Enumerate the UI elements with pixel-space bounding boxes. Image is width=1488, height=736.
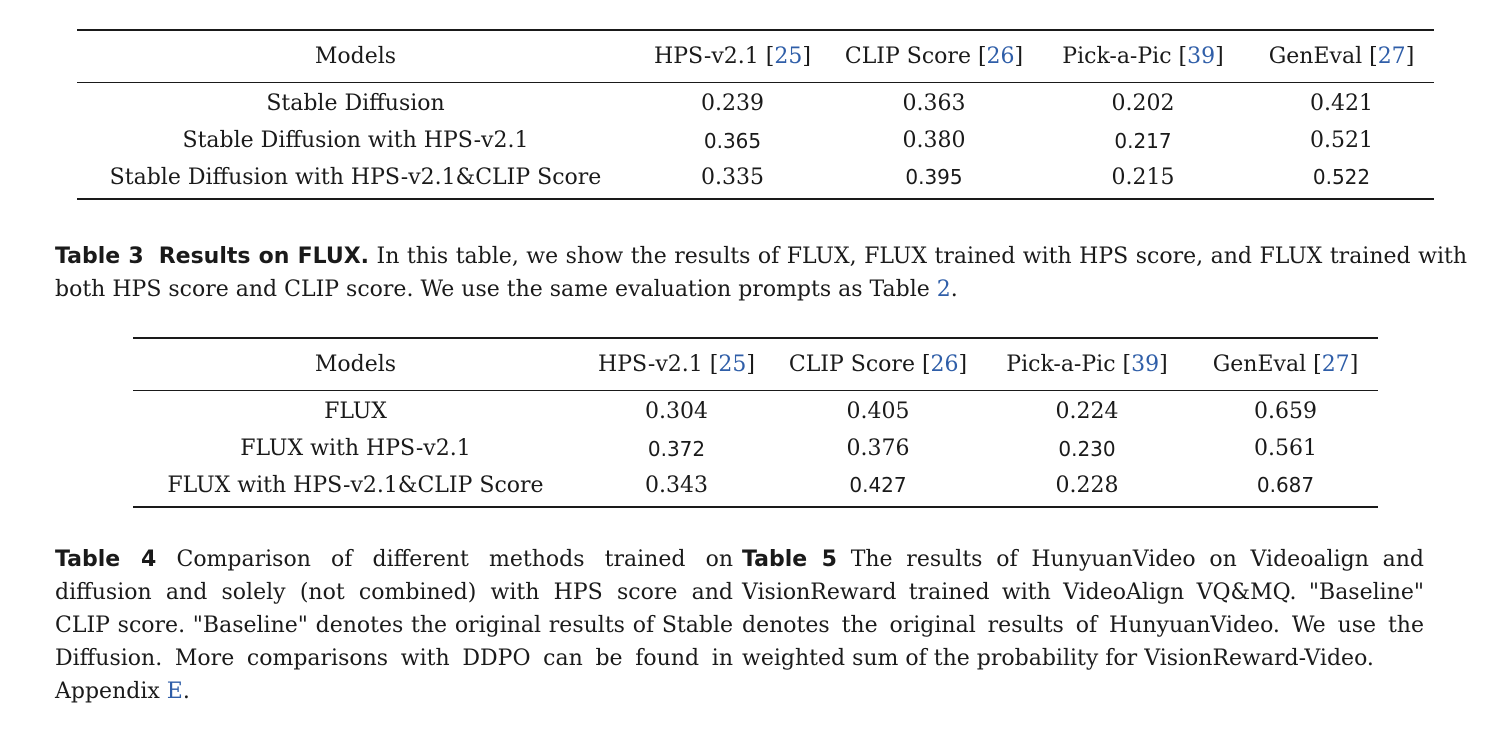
header-hps: HPS-v2.1 [25] (578, 338, 775, 391)
table-row: Stable Diffusion with HPS-v2.1 0.365 0.3… (77, 121, 1434, 160)
header-pick-a-pic: Pick-a-Pic [39] (981, 338, 1193, 391)
citation-link[interactable]: 25 (718, 351, 747, 377)
table-row: FLUX with HPS-v2.1&CLIP Score 0.343 0.42… (133, 468, 1378, 507)
results-table-stable-diffusion: Models HPS-v2.1 [25] CLIP Score [26] Pic… (77, 29, 1434, 200)
pick-value: 0.224 (1055, 399, 1119, 425)
table-3-caption: Table 3 Results on FLUX. In this table, … (55, 244, 1467, 302)
hps-value: 0.239 (701, 91, 764, 117)
table-row: Stable Diffusion 0.239 0.363 0.202 0.421 (77, 82, 1434, 121)
table-header-row: Models HPS-v2.1 [25] CLIP Score [26] Pic… (133, 338, 1378, 391)
citation-link[interactable]: 27 (1377, 43, 1406, 69)
header-models: Models (133, 338, 578, 391)
pick-value: 0.215 (1111, 164, 1175, 190)
geneval-value: 0.659 (1254, 399, 1317, 425)
pick-value: 0.202 (1111, 91, 1175, 117)
pick-value: 0.228 (1055, 472, 1119, 498)
table-row: FLUX 0.304 0.405 0.224 0.659 (133, 390, 1378, 429)
hps-value-best: 0.372 (647, 436, 706, 461)
hps-value: 0.343 (645, 472, 708, 498)
clip-value: 0.405 (846, 399, 910, 425)
header-pick-a-pic: Pick-a-Pic [39] (1037, 30, 1249, 83)
table-row: FLUX with HPS-v2.1 0.372 0.376 0.230 0.5… (133, 429, 1378, 468)
geneval-value: 0.421 (1310, 91, 1373, 117)
caption-label: Table 4 (55, 547, 157, 572)
table-row: Stable Diffusion with HPS-v2.1&CLIP Scor… (77, 160, 1434, 199)
caption-label: Table 5 (742, 547, 837, 572)
model-name: Stable Diffusion (266, 91, 445, 117)
caption-label: Table 3 (55, 244, 144, 269)
citation-link[interactable]: 39 (1131, 351, 1160, 377)
clip-value: 0.376 (846, 436, 910, 461)
header-clip-score: CLIP Score [26] (831, 30, 1037, 83)
hps-value: 0.304 (645, 399, 708, 425)
caption-text: In this table, we show the results of FL… (55, 244, 1467, 302)
results-table-flux: Models HPS-v2.1 [25] CLIP Score [26] Pic… (133, 337, 1378, 508)
clip-value-best: 0.427 (849, 473, 907, 497)
clip-value: 0.380 (902, 128, 966, 153)
geneval-value-best: 0.522 (1312, 165, 1371, 189)
appendix-reference-link[interactable]: E (166, 679, 183, 704)
citation-link[interactable]: 27 (1321, 351, 1350, 377)
table-4-caption: Table 4 Comparison of different methods … (55, 547, 733, 704)
pick-value-best: 0.217 (1114, 128, 1172, 153)
pick-value-best: 0.230 (1058, 436, 1116, 461)
header-geneval: GenEval [27] (1249, 30, 1434, 83)
caption-text: The results of HunyuanVideo on Videoalig… (742, 547, 1424, 671)
geneval-value: 0.561 (1254, 436, 1317, 461)
citation-link[interactable]: 26 (930, 351, 959, 377)
table-5-caption: Table 5 The results of HunyuanVideo on V… (742, 543, 1424, 675)
caption-text: Comparison of different methods trained … (55, 547, 733, 704)
citation-link[interactable]: 26 (986, 43, 1015, 69)
header-clip-score: CLIP Score [26] (775, 338, 981, 391)
citation-link[interactable]: 25 (774, 43, 803, 69)
model-name: FLUX with HPS-v2.1&CLIP Score (167, 472, 544, 498)
clip-value: 0.363 (902, 91, 966, 117)
citation-link[interactable]: 39 (1187, 43, 1216, 69)
geneval-value-best: 0.687 (1256, 473, 1315, 497)
model-name: FLUX (324, 399, 387, 425)
hps-value: 0.335 (701, 164, 764, 190)
model-name: FLUX with HPS-v2.1 (240, 436, 471, 461)
header-geneval: GenEval [27] (1193, 338, 1378, 391)
header-hps: HPS-v2.1 [25] (634, 30, 831, 83)
model-name: Stable Diffusion with HPS-v2.1&CLIP Scor… (109, 164, 602, 190)
geneval-value: 0.521 (1310, 128, 1373, 153)
model-name: Stable Diffusion with HPS-v2.1 (182, 128, 529, 153)
header-models: Models (77, 30, 634, 83)
table-reference-link[interactable]: 2 (936, 277, 951, 302)
clip-value-best: 0.395 (905, 165, 963, 189)
caption-title: Results on FLUX. (158, 244, 370, 269)
hps-value-best: 0.365 (703, 128, 762, 153)
table-header-row: Models HPS-v2.1 [25] CLIP Score [26] Pic… (77, 30, 1434, 83)
